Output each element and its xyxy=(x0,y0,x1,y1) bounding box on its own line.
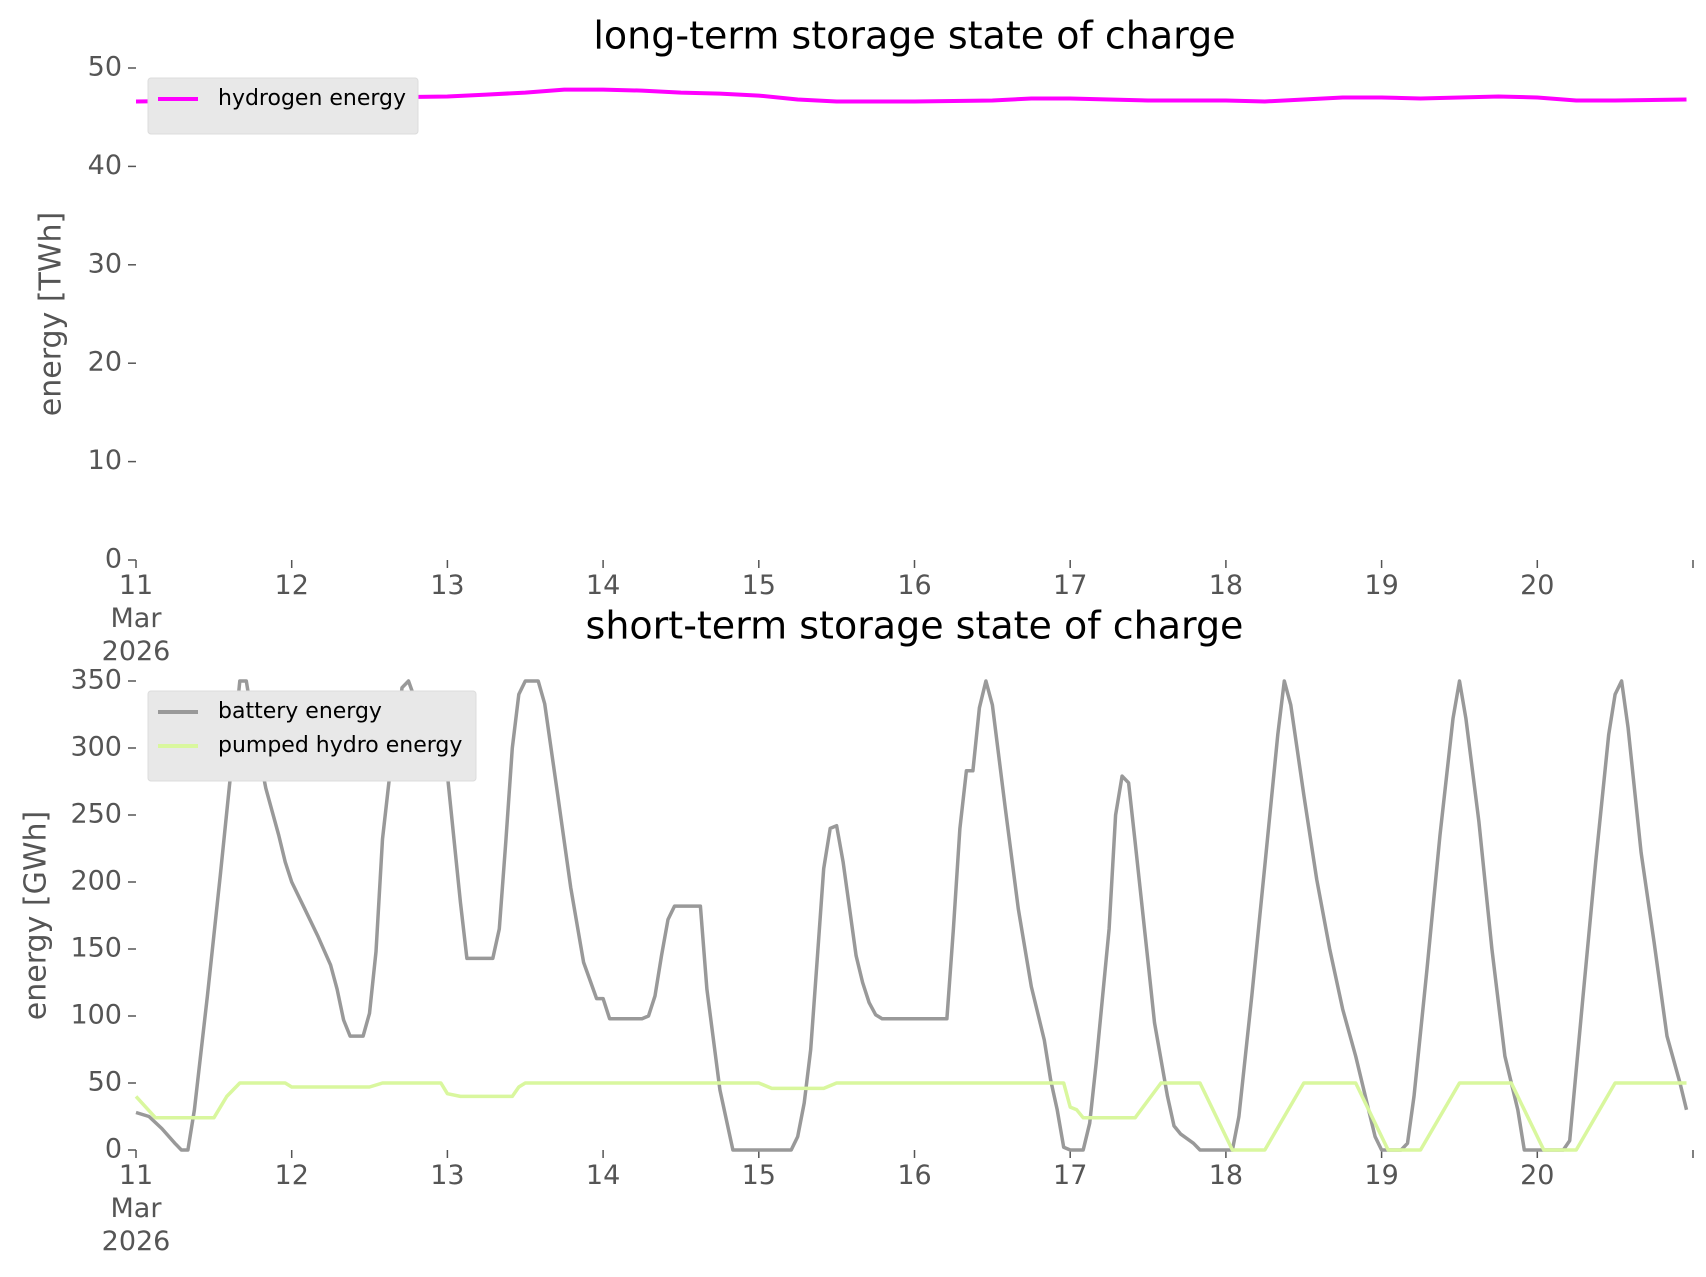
x-tick-label-line: 15 xyxy=(742,570,776,601)
x-tick-label: 12 xyxy=(275,1160,309,1191)
y-axis-label: energy [TWh] xyxy=(34,212,69,416)
legend-label: hydrogen energy xyxy=(218,86,406,111)
x-tick-label: 15 xyxy=(742,570,776,601)
y-tick-label: 150 xyxy=(70,933,122,964)
x-tick-label-line: 13 xyxy=(430,1160,464,1191)
chart-panel-2: short-term storage state of charge energy… xyxy=(19,604,1694,1257)
x-tick-label-line: 11 xyxy=(119,1160,153,1191)
legend-label: pumped hydro energy xyxy=(218,733,462,758)
y-tick-label: 100 xyxy=(70,1000,122,1031)
x-tick-label: 13 xyxy=(430,570,464,601)
x-tick-label: 12 xyxy=(275,570,309,601)
x-tick-label-line: 11 xyxy=(119,570,153,601)
x-tick-label-line: 13 xyxy=(430,570,464,601)
x-tick-label-line: 14 xyxy=(586,570,620,601)
legend-box xyxy=(147,77,419,135)
x-tick-label-line: 17 xyxy=(1053,1160,1087,1191)
chart-title: long-term storage state of charge xyxy=(593,14,1235,58)
y-tick-label: 10 xyxy=(88,445,122,476)
y-tick-label: 20 xyxy=(88,347,122,378)
x-tick-label: 18 xyxy=(1209,570,1243,601)
x-tick-label: 20 xyxy=(1520,570,1554,601)
x-tick-label: 19 xyxy=(1364,570,1398,601)
x-tick-label-line: 19 xyxy=(1364,1160,1398,1191)
x-tick-label: 14 xyxy=(586,1160,620,1191)
x-tick-label: 17 xyxy=(1053,1160,1087,1191)
x-tick-label: 13 xyxy=(430,1160,464,1191)
x-tick-label: 20 xyxy=(1520,1160,1554,1191)
y-tick-label: 30 xyxy=(88,248,122,279)
x-tick-label-line: 19 xyxy=(1364,570,1398,601)
x-tick-label: 16 xyxy=(897,1160,931,1191)
y-tick-label: 200 xyxy=(70,866,122,897)
y-tick-label: 50 xyxy=(88,1067,122,1098)
x-tick-label-line: Mar xyxy=(111,603,163,634)
series-line-battery-energy xyxy=(135,679,1689,1152)
x-tick-label-line: 12 xyxy=(275,570,309,601)
x-tick-label-line: 20 xyxy=(1520,1160,1554,1191)
series-line-hydrogen-energy xyxy=(135,87,1687,104)
x-tick-label-line: 17 xyxy=(1053,570,1087,601)
y-axis-label: energy [GWh] xyxy=(19,811,54,1020)
y-tick-label: 350 xyxy=(70,665,122,696)
x-tick-label-line: 16 xyxy=(897,1160,931,1191)
legend-box xyxy=(147,690,477,782)
x-tick-label: 18 xyxy=(1209,1160,1243,1191)
y-tick-label: 250 xyxy=(70,799,122,830)
x-tick-label-line: 18 xyxy=(1209,1160,1243,1191)
y-tick-label: 40 xyxy=(88,150,122,181)
y-tick-label: 300 xyxy=(70,732,122,763)
x-tick-label-line: 16 xyxy=(897,570,931,601)
legend-label: battery energy xyxy=(218,699,382,724)
x-tick-label-line: 18 xyxy=(1209,570,1243,601)
y-tick-label: 0 xyxy=(105,1134,122,1165)
x-tick-label-line: 15 xyxy=(742,1160,776,1191)
x-tick-label: 16 xyxy=(897,570,931,601)
y-tick-label: 0 xyxy=(105,544,122,575)
x-tick-label-line: Mar xyxy=(111,1193,163,1224)
x-tick-label: 11 Mar 2026 xyxy=(102,570,171,667)
x-tick-label: 11 Mar 2026 xyxy=(102,1160,171,1257)
x-tick-label-line: 2026 xyxy=(102,1226,171,1257)
series-line-pumped-hydro-energy xyxy=(134,1081,1687,1152)
x-tick-label: 19 xyxy=(1364,1160,1398,1191)
x-tick-label: 17 xyxy=(1053,570,1087,601)
x-tick-label-line: 2026 xyxy=(102,636,171,667)
x-tick-label-line: 12 xyxy=(275,1160,309,1191)
chart-title: short-term storage state of charge xyxy=(586,604,1244,648)
x-tick-label-line: 20 xyxy=(1520,570,1554,601)
x-tick-label-line: 14 xyxy=(586,1160,620,1191)
y-tick-label: 50 xyxy=(88,52,122,83)
legend: hydrogen energy xyxy=(147,77,419,135)
chart-panel-1: long-term storage state of charge energy … xyxy=(34,14,1694,667)
x-tick-label: 15 xyxy=(742,1160,776,1191)
x-tick-label: 14 xyxy=(586,570,620,601)
legend: battery energy pumped hydro energy xyxy=(147,690,477,782)
